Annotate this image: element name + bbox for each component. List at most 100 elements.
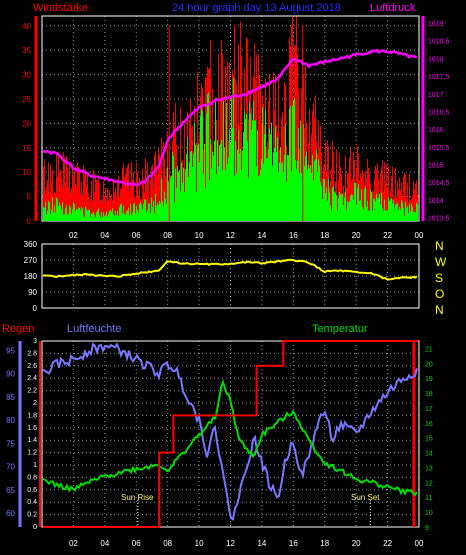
humidity-tick-label: 80 (6, 416, 15, 425)
rain-axis-title: Regen (2, 323, 34, 335)
direction-tick-label: 0 (33, 304, 38, 313)
x-tick-label: 06 (132, 539, 141, 548)
temperature-tick-label: 10 (425, 510, 433, 517)
header-title: 24 hour graph day 13 August 2018 (172, 2, 341, 14)
temperature-tick-label: 9 (425, 525, 429, 532)
x-tick-label: 22 (383, 231, 392, 240)
rain-tick-label: 2 (33, 400, 37, 407)
x-tick-label: 18 (320, 231, 329, 240)
x-tick-label: 22 (383, 539, 392, 548)
rain-line (43, 340, 418, 528)
rain-tick-label: 1.2 (27, 450, 37, 457)
temperature-tick-label: 15 (425, 436, 433, 443)
wind-tick-label: 15 (22, 144, 31, 153)
x-tick-label: 20 (352, 231, 361, 240)
pressure-tick-label: 1019 (428, 21, 444, 28)
x-tick-label: 06 (132, 231, 141, 240)
pressure-tick-label: 1016 (428, 127, 444, 134)
rain-tick-label: 1 (33, 462, 37, 469)
rain-tick-label: 0 (33, 524, 37, 531)
direction-tick-label: 360 (24, 240, 38, 249)
humidity-tick-label: 90 (6, 370, 15, 379)
rain-tick-label: 2.8 (27, 350, 37, 357)
pressure-line (42, 48, 418, 187)
humidity-axis-title: Luftfeuchte (67, 323, 121, 335)
x-tick-label: 12 (226, 539, 235, 548)
temperature-tick-label: 19 (425, 376, 433, 383)
pressure-tick-label: 1015 (428, 162, 444, 169)
sunrise-label: Sun Rise (121, 493, 154, 502)
temperature-tick-label: 16 (425, 421, 433, 428)
x-tick-label: 14 (257, 539, 266, 548)
rain-tick-label: 3 (33, 338, 37, 345)
wind-tick-label: 0 (27, 217, 32, 226)
humidity-tick-label: 65 (6, 486, 15, 495)
pressure-tick-label: 1017.5 (428, 74, 450, 81)
pressure-tick-label: 1016.5 (428, 109, 450, 116)
temperature-axis-title: Temperatur (312, 323, 368, 335)
x-tick-label: 00 (415, 231, 424, 240)
rain-tick-label: 0.4 (27, 499, 37, 506)
compass-label: N (435, 303, 444, 317)
temperature-tick-label: 20 (425, 361, 433, 368)
rain-tick-label: 1.6 (27, 425, 37, 432)
x-tick-label: 18 (320, 539, 329, 548)
rain-tick-label: 1.4 (27, 437, 37, 444)
sunset-label: Sun Set (351, 493, 380, 502)
direction-tick-label: 270 (24, 256, 38, 265)
x-tick-label: 12 (226, 231, 235, 240)
x-tick-label: 20 (352, 539, 361, 548)
direction-frame (41, 243, 420, 309)
pressure-tick-label: 1014 (428, 198, 444, 205)
rain-tick-label: 1.8 (27, 412, 37, 419)
compass-label: W (435, 255, 447, 269)
x-tick-label: 16 (289, 539, 298, 548)
rain-tick-label: 0.2 (27, 512, 37, 519)
pressure-tick-label: 1014.5 (428, 180, 450, 187)
x-tick-label: 08 (163, 539, 172, 548)
pressure-tick-label: 1013.5 (428, 215, 450, 222)
humidity-tick-label: 60 (6, 509, 15, 518)
pressure-tick-label: 1018 (428, 56, 444, 63)
compass-label: O (435, 287, 444, 301)
pressure-tick-label: 1018.5 (428, 39, 450, 46)
x-tick-label: 10 (195, 231, 204, 240)
wind-tick-label: 5 (27, 193, 32, 202)
climate-frame (41, 340, 420, 528)
wind-tick-label: 10 (22, 168, 31, 177)
x-tick-label: 04 (100, 231, 109, 240)
humidity-tick-label: 95 (6, 346, 15, 355)
wind-tick-label: 20 (22, 119, 31, 128)
wind-panel: 05101520253035401013.510141014.510151015… (22, 15, 450, 240)
wind-tick-label: 25 (22, 95, 31, 104)
humidity-tick-label: 70 (6, 463, 15, 472)
x-tick-label: 04 (100, 539, 109, 548)
wind-tick-label: 30 (22, 71, 31, 80)
compass-label: N (435, 239, 444, 253)
wind-tick-label: 35 (22, 46, 31, 55)
wind-tick-label: 40 (22, 22, 31, 31)
temperature-tick-label: 14 (425, 451, 433, 458)
rain-tick-label: 2.6 (27, 363, 37, 370)
temperature-tick-label: 12 (425, 480, 433, 487)
humidity-tick-label: 85 (6, 393, 15, 402)
humidity-tick-label: 75 (6, 439, 15, 448)
x-tick-label: 00 (415, 539, 424, 548)
x-tick-label: 02 (69, 231, 78, 240)
direction-tick-label: 180 (24, 272, 38, 281)
pressure-tick-label: 1017 (428, 92, 444, 99)
temperature-tick-label: 11 (425, 495, 432, 502)
climate-panel: 0 0.2 0.4 0.6 0.8 1 1.2 1.4 1.6 1.8 2 2.2 2.4 2.6 2.8 3… (6, 338, 433, 548)
header-right-label: Luftdruck (370, 2, 416, 14)
header-left-label: Windstärke (33, 2, 88, 14)
temperature-tick-label: 21 (425, 346, 433, 353)
x-tick-label: 10 (195, 539, 204, 548)
temperature-tick-label: 17 (425, 406, 433, 413)
humidity-line (42, 342, 418, 521)
rain-tick-label: 0.8 (27, 474, 37, 481)
x-tick-label: 16 (289, 231, 298, 240)
temperature-tick-label: 13 (425, 465, 433, 472)
compass-label: S (435, 271, 443, 285)
